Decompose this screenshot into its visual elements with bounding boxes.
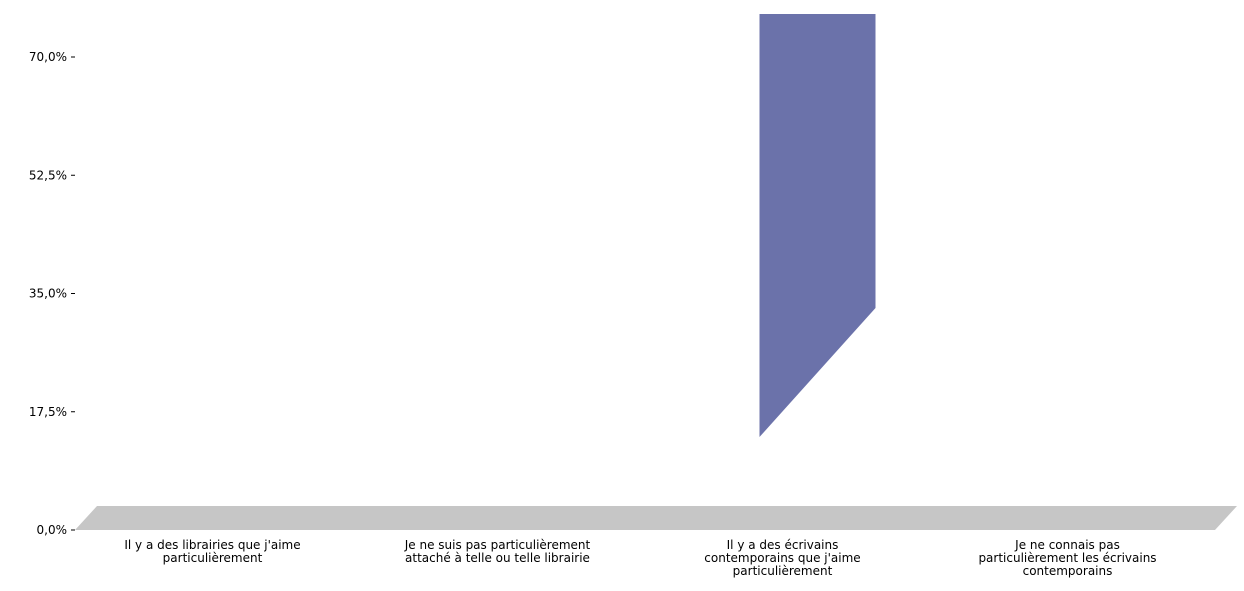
chart-floor — [75, 506, 1237, 530]
x-category-label: Je ne suis pas particulièrement attaché à… — [404, 538, 591, 565]
y-tick-label: 70,0% — [29, 50, 67, 64]
x-category-label: Il y a des librairies que j'aime particul… — [124, 538, 300, 565]
x-category-label: Je ne connais pas particulièrement les éc… — [978, 538, 1156, 578]
x-category-label: Il y a des écrivains contemporains que j'… — [704, 538, 860, 578]
bar — [759, 13, 876, 437]
y-tick-label: 35,0% — [29, 287, 67, 301]
y-tick-label: 17,5% — [29, 405, 67, 419]
y-tick-label: 52,5% — [29, 168, 67, 182]
y-tick-label: 0,0% — [37, 523, 68, 537]
